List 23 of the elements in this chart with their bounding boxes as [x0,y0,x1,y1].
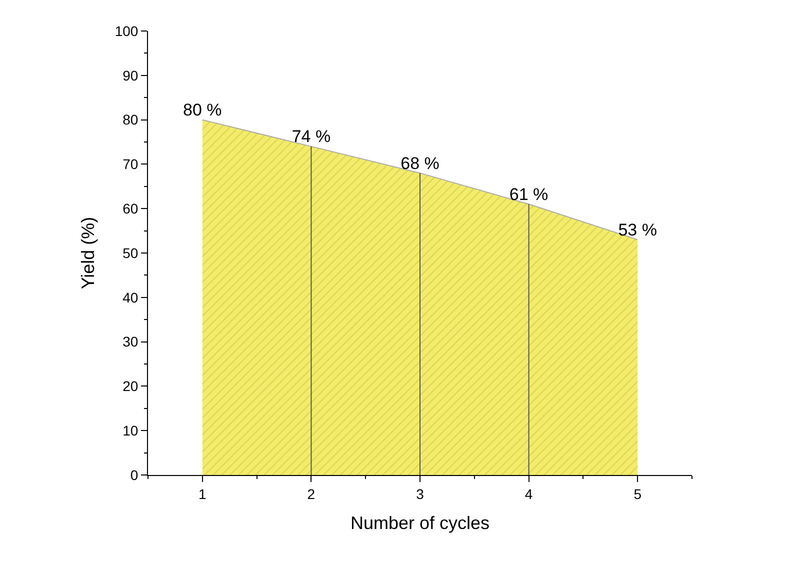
x-tick-label: 3 [416,486,424,502]
y-tick-label: 50 [122,244,138,261]
y-tick-label: 90 [122,67,138,84]
x-tick-label: 4 [524,486,533,502]
text: 80 % [183,100,222,120]
y-tick-label: 100 [114,22,138,39]
text: 68 % [400,154,440,173]
text: 61 % [509,184,548,204]
x-axis-title: Number of cycles [350,512,490,533]
y-tick-label: 60 [122,200,138,216]
y-tick-label: 30 [122,334,138,350]
x-tick-label: 1 [198,486,206,502]
y-tick-label: 20 [122,378,138,394]
y-tick-label: 80 [122,112,138,128]
y-tick-label: 40 [122,289,138,306]
x-tick-label: 2 [307,486,316,502]
text: 74 % [292,127,331,146]
y-tick-label: 10 [122,422,138,438]
x-tick-label: 5 [634,486,642,502]
text: 53 % [618,220,657,240]
y-tick-label: 70 [122,156,138,172]
y-axis-title: Yield (%) [78,216,98,290]
y-tick-label: 0 [130,466,138,483]
